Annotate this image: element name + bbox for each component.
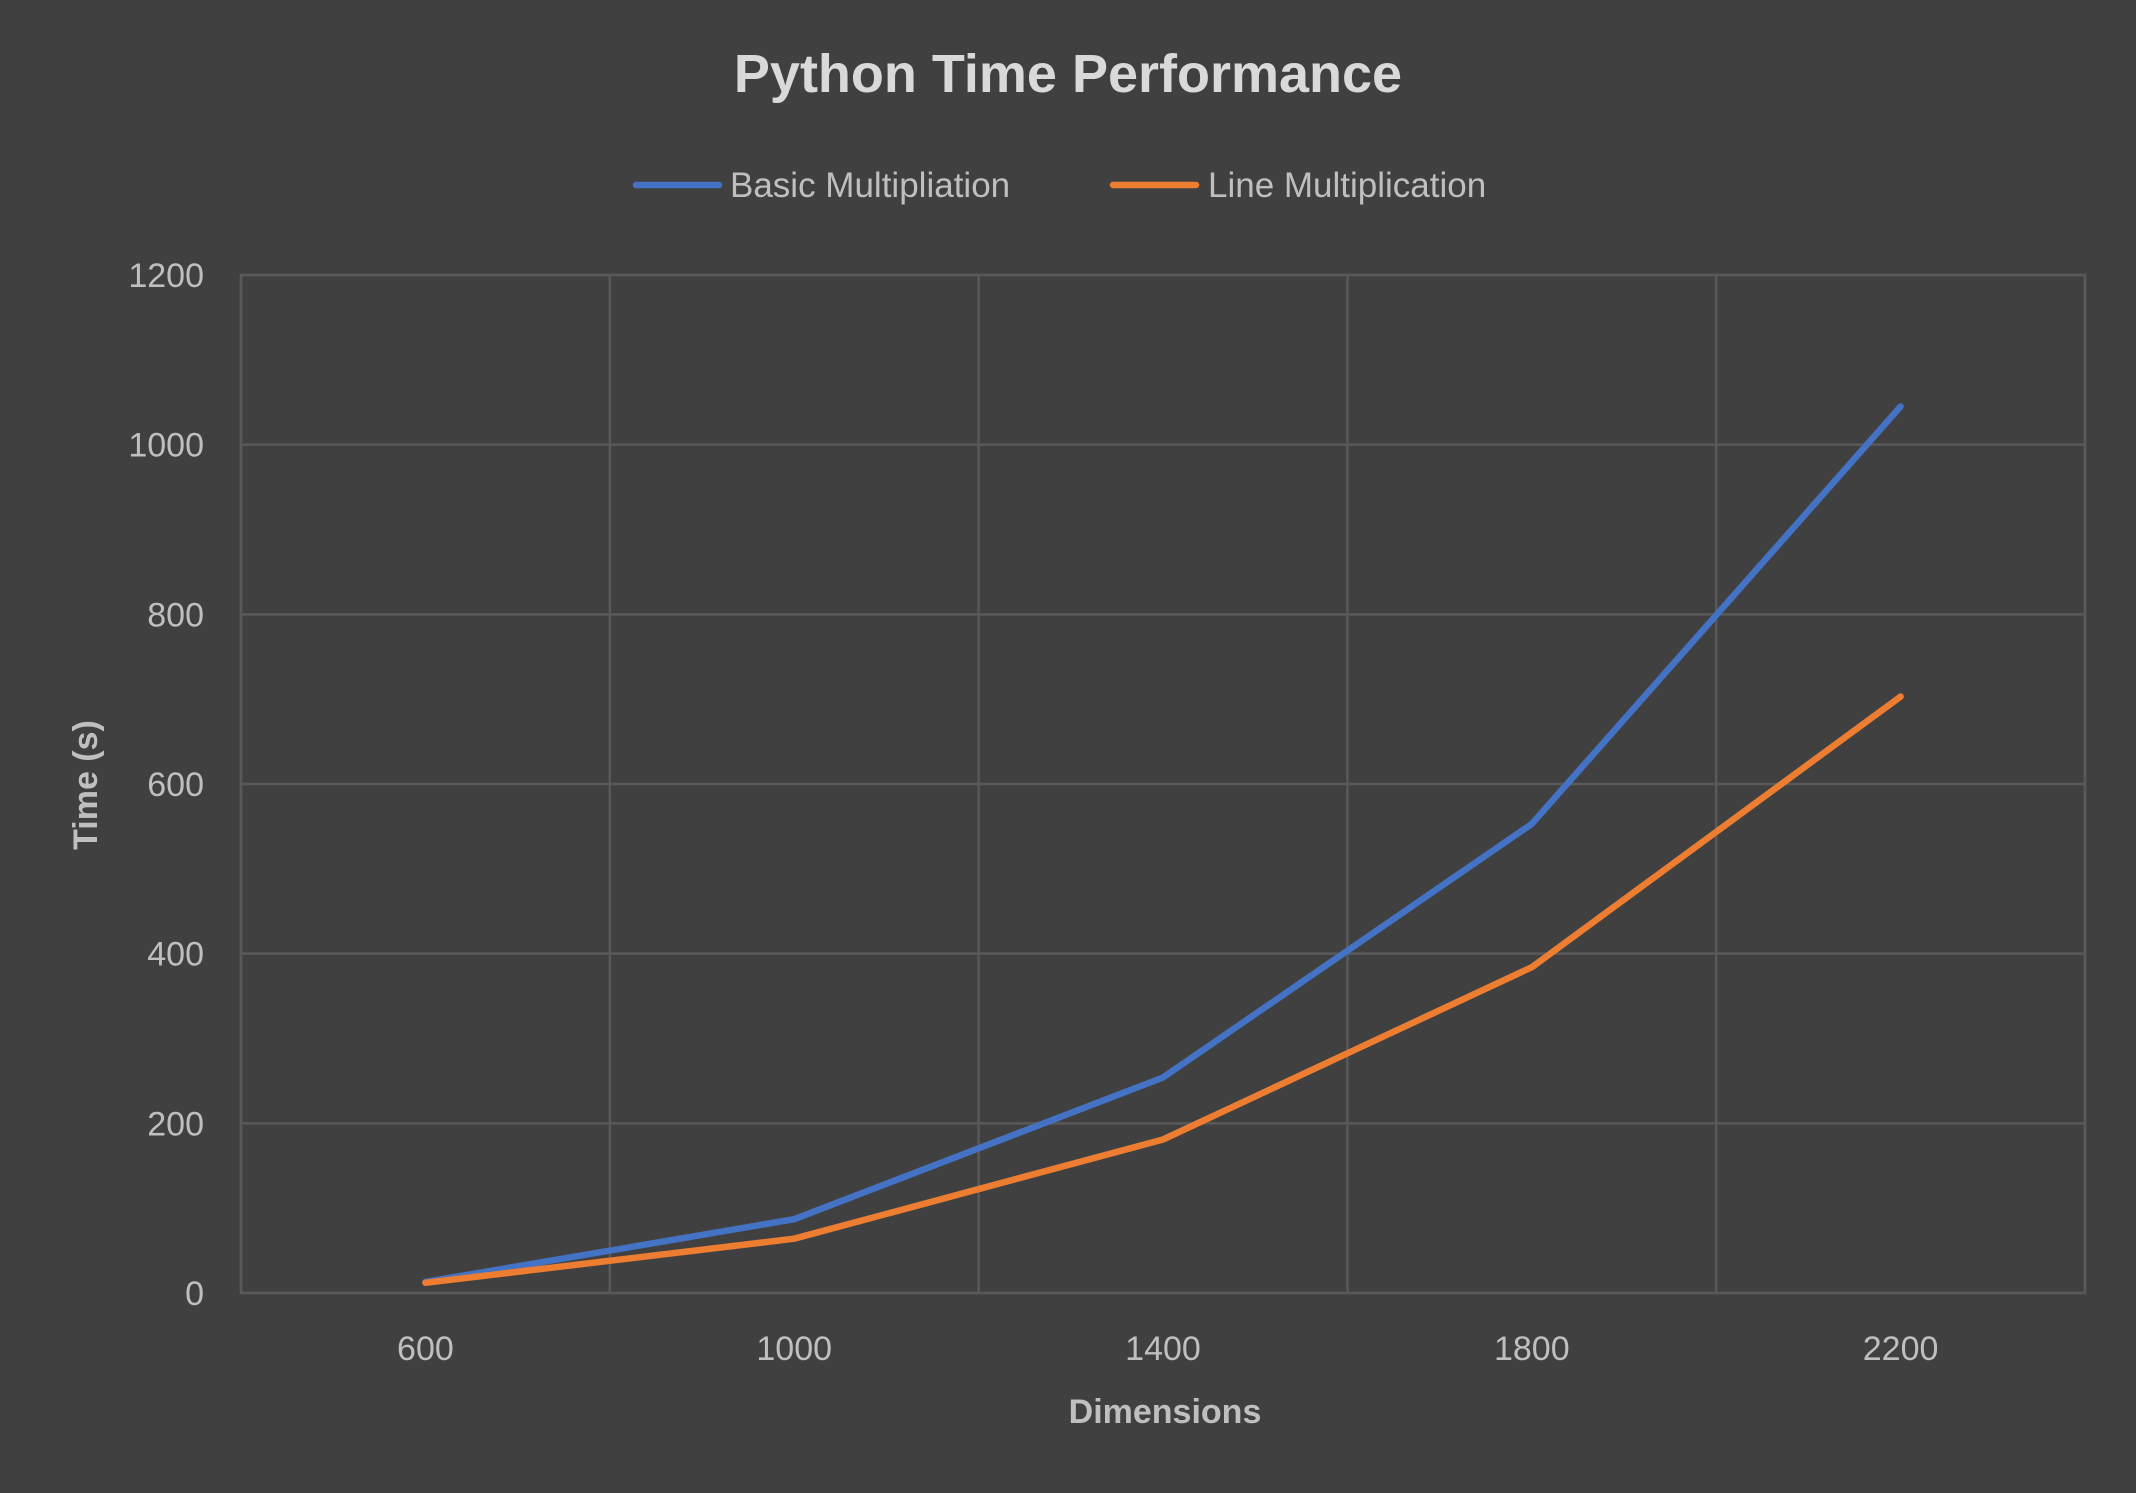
plot-area-border xyxy=(239,273,2087,1295)
y-tick-label: 1200 xyxy=(128,257,204,295)
chart-title: Python Time Performance xyxy=(734,44,1402,104)
y-tick-label: 800 xyxy=(147,596,204,634)
x-tick-label: 1400 xyxy=(1125,1330,1201,1368)
y-tick-label: 600 xyxy=(147,766,204,804)
legend: Basic Multipliation Line Multiplication xyxy=(632,166,1486,205)
y-axis-ticks: 0 200 400 600 800 1000 1200 xyxy=(128,257,204,1313)
x-tick-label: 2200 xyxy=(1863,1330,1939,1368)
y-axis-title: Time (s) xyxy=(67,720,105,850)
x-axis-ticks: 600 1000 1400 1800 2200 xyxy=(397,1330,1938,1368)
legend-label-2: Line Multiplication xyxy=(1208,166,1486,205)
legend-label-1: Basic Multipliation xyxy=(730,166,1010,205)
x-tick-label: 1000 xyxy=(756,1330,832,1368)
series-line-1 xyxy=(422,403,1904,1286)
series-layer xyxy=(422,403,1904,1287)
x-tick-label: 1800 xyxy=(1494,1330,1570,1368)
y-tick-label: 400 xyxy=(147,936,204,974)
y-tick-label: 1000 xyxy=(128,427,204,465)
y-tick-label: 0 xyxy=(185,1275,204,1313)
x-axis-title: Dimensions xyxy=(1069,1393,1262,1431)
series-line-2 xyxy=(422,693,1904,1287)
y-tick-label: 200 xyxy=(147,1105,204,1143)
x-tick-label: 600 xyxy=(397,1330,454,1368)
